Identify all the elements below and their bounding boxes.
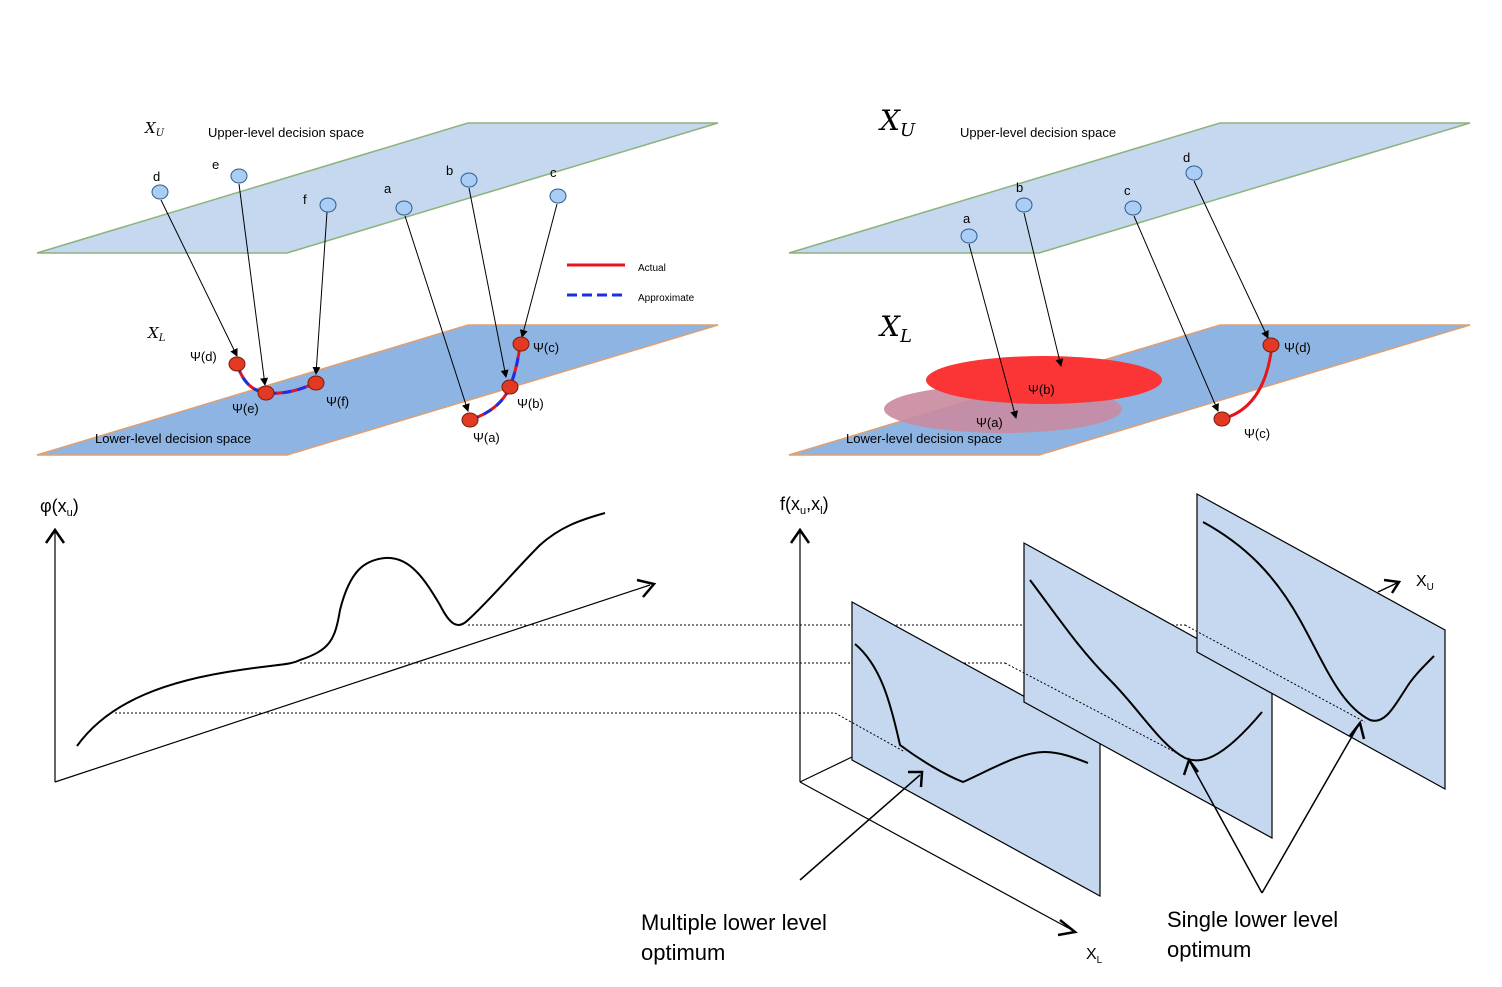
label-psi-e: Ψ(e)	[232, 401, 259, 416]
upper-plane	[36, 122, 719, 254]
x-axis	[54, 584, 651, 783]
node-psi-f	[307, 375, 325, 391]
upper-plane-right	[788, 122, 1471, 254]
label-psi-f: Ψ(f)	[326, 394, 349, 409]
upper-space-label-right: Upper-level decision space	[960, 125, 1116, 140]
phi-label: φ(xu)	[40, 496, 79, 519]
legend-actual-label: Actual	[638, 263, 666, 274]
upper-space-label: Upper-level decision space	[208, 125, 364, 140]
f-label: f(xu,xl)	[780, 494, 829, 517]
label-psi-c-right: Ψ(c)	[1244, 426, 1270, 441]
node-b-upper	[460, 172, 478, 188]
label-psi-b-right: Ψ(b)	[1028, 382, 1055, 397]
node-psi-c-right	[1213, 411, 1231, 427]
lower-space-label-right: Lower-level decision space	[846, 431, 1002, 446]
node-psi-d-right	[1262, 337, 1280, 353]
slice-panel-3	[1196, 492, 1446, 791]
node-a-upper	[395, 200, 413, 216]
slice-panel-2	[1023, 541, 1273, 840]
node-d-upper	[151, 184, 169, 200]
label-psi-b: Ψ(b)	[517, 396, 544, 411]
label-a-right: a	[963, 211, 971, 226]
label-f: f	[303, 192, 307, 207]
label-c-right: c	[1124, 183, 1131, 198]
label-d: d	[153, 169, 160, 184]
node-a-upper-right	[960, 228, 978, 244]
xl-label: XL	[1086, 946, 1103, 966]
node-psi-d	[228, 356, 246, 372]
lower-var-label: XL	[147, 324, 166, 344]
node-c-upper-right	[1124, 200, 1142, 216]
multiple-optimum-line2: optimum	[641, 940, 725, 965]
label-a: a	[384, 181, 392, 196]
lower-plane	[36, 324, 719, 456]
single-optimum-line2: optimum	[1167, 937, 1251, 962]
node-psi-b	[501, 379, 519, 395]
label-d-right: d	[1183, 150, 1190, 165]
node-psi-c	[512, 336, 530, 352]
xl-axis	[799, 781, 1073, 931]
node-b-upper-right	[1015, 197, 1033, 213]
label-psi-d: Ψ(d)	[190, 349, 217, 364]
label-psi-a-right: Ψ(a)	[976, 415, 1003, 430]
upper-var-label: XU	[144, 119, 165, 139]
node-d-upper-right	[1185, 165, 1203, 181]
upper-var-label-right: XU	[878, 104, 916, 141]
xu-label: XU	[1416, 573, 1434, 593]
label-b-right: b	[1016, 180, 1023, 195]
bottom-right-plot: f(xu,xl) XU XL Multiple lower level opti…	[641, 492, 1446, 966]
node-psi-e	[257, 385, 275, 401]
lower-space-label: Lower-level decision space	[95, 431, 251, 446]
label-e: e	[212, 157, 219, 172]
node-e-upper	[230, 168, 248, 184]
region-psi-b	[926, 356, 1162, 404]
label-c: c	[550, 165, 557, 180]
label-b: b	[446, 163, 453, 178]
single-optimum-line1: Single lower level	[1167, 907, 1338, 932]
node-f-upper	[319, 197, 337, 213]
label-psi-c: Ψ(c)	[533, 340, 559, 355]
label-psi-a: Ψ(a)	[473, 430, 500, 445]
top-right-panel: XU Upper-level decision space XL Lower-l…	[788, 104, 1471, 456]
lower-var-label-right: XL	[878, 310, 912, 347]
label-psi-d-right: Ψ(d)	[1284, 340, 1311, 355]
phi-curve	[76, 512, 606, 747]
multiple-optimum-line1: Multiple lower level	[641, 910, 827, 935]
slice-panel-1	[851, 600, 1101, 898]
legend-approx-label: Approximate	[638, 293, 695, 304]
node-c-upper	[549, 188, 567, 204]
top-left-panel: XU Upper-level decision space XL Lower-l…	[36, 119, 719, 456]
node-psi-a	[461, 412, 479, 428]
